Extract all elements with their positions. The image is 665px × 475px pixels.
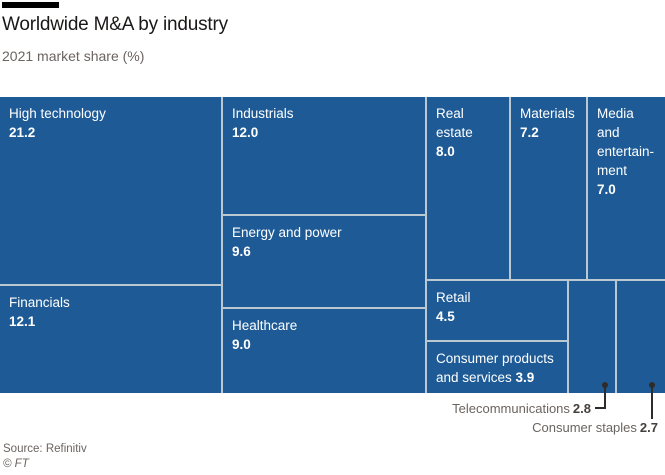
tile-value: 7.2	[520, 125, 539, 140]
callout-telecommunications: Telecommunications 2.8	[452, 401, 591, 416]
treemap-tile-energy-and-power: Energy and power 9.6	[223, 216, 425, 307]
source-note: Source: Refinitiv	[3, 443, 87, 455]
callout-consumer-staples: Consumer staples 2.7	[532, 420, 658, 435]
chart-subtitle: 2021 market share (%)	[2, 48, 145, 64]
tile-label: Real estate	[436, 106, 473, 140]
treemap-chart: High technology 21.2 Industrials 12.0 Real e…	[0, 97, 665, 393]
callout-label: Telecommunications	[452, 401, 570, 416]
tile-value: 8.0	[436, 144, 455, 159]
treemap-tile-high-technology: High technology 21.2	[0, 97, 221, 284]
treemap-tile-materials: Materials 7.2	[511, 97, 586, 279]
tile-value: 12.0	[232, 125, 259, 140]
callout-value: 2.7	[639, 420, 658, 435]
tile-label: Financials	[9, 295, 70, 310]
tile-value: 21.2	[9, 125, 36, 140]
tile-label: Consumer products and services 3.9	[436, 351, 554, 385]
tile-label: Healthcare	[232, 318, 298, 333]
tile-label: Energy and power	[232, 225, 342, 240]
tile-label: Industrials	[232, 106, 294, 121]
staples-leader-dot	[649, 382, 655, 388]
telecom-leader-dot	[602, 382, 608, 388]
chart-title: Worldwide M&A by industry	[2, 14, 228, 35]
treemap-tile-consumer-products-and-services: Consumer products and services 3.9	[427, 342, 567, 393]
treemap-tile-industrials: Industrials 12.0	[223, 97, 425, 214]
tile-value: 12.1	[9, 314, 36, 329]
telecom-leader-line-horizontal	[595, 407, 606, 409]
callout-label: Consumer staples	[532, 420, 637, 435]
ft-top-rule	[2, 2, 59, 8]
tile-value: 9.6	[232, 244, 251, 259]
treemap-tile-telecommunications	[569, 281, 615, 393]
treemap-tile-consumer-staples	[617, 281, 665, 393]
callout-value: 2.8	[572, 401, 591, 416]
tile-label: High technology	[9, 106, 106, 121]
treemap-tile-media-and-entertainment: Media and entertain- ment 7.0	[588, 97, 665, 279]
treemap-tile-real-estate: Real estate 8.0	[427, 97, 509, 279]
treemap-tile-healthcare: Healthcare 9.0	[223, 309, 425, 393]
tile-value: 9.0	[232, 337, 251, 352]
tile-value: 7.0	[597, 182, 616, 197]
treemap-tile-retail: Retail 4.5	[427, 281, 567, 340]
ft-credit: © FT	[3, 458, 29, 470]
tile-label: Retail	[436, 290, 471, 305]
tile-value: 4.5	[436, 309, 455, 324]
treemap-tile-financials: Financials 12.1	[0, 286, 221, 393]
staples-leader-line-vertical	[651, 386, 653, 419]
tile-label: Media and entertain- ment	[597, 106, 655, 178]
tile-label: Materials	[520, 106, 575, 121]
tile-value: 3.9	[511, 370, 535, 385]
telecom-leader-line-vertical	[604, 386, 606, 409]
